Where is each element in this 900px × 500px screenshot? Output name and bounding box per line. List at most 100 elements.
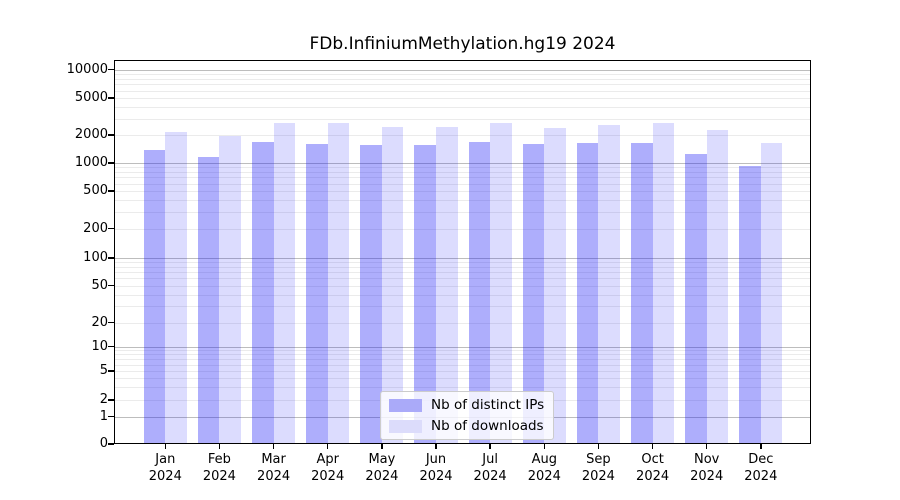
y-tick-label: 10 xyxy=(91,338,108,354)
y-tick-mark xyxy=(108,284,114,287)
y-tick-label: 0 xyxy=(99,436,108,451)
y-gridline-minor xyxy=(114,211,811,213)
x-tick-mark xyxy=(597,444,600,449)
x-tick-label: Apr 2024 xyxy=(311,452,345,484)
ticks-layer: 10000 5000 2000 1000 500 200 100 50 20 10 5 2 1 0 Jan 2… xyxy=(67,60,811,485)
y-gridline-minor xyxy=(114,118,811,120)
y-gridline-minor xyxy=(114,167,811,169)
y-gridline-minor xyxy=(114,135,811,136)
x-tick-mark xyxy=(435,444,437,449)
bar-downloads xyxy=(436,127,458,444)
y-tick-label: 10000 xyxy=(66,61,108,77)
y-gridline-major xyxy=(114,258,811,259)
y-tick-mark xyxy=(108,370,114,372)
y-gridline-minor xyxy=(114,285,811,287)
y-tick-mark xyxy=(108,162,114,164)
y-gridline-minor xyxy=(114,387,811,389)
y-gridline-minor xyxy=(114,266,811,268)
bar-distinct-ips xyxy=(143,150,166,444)
x-tick-label: Jul 2024 xyxy=(473,452,507,484)
legend-entry-downloads: Nb of downloads xyxy=(389,418,544,434)
x-tick-label: Dec 2024 xyxy=(744,452,778,484)
bar-distinct-ips xyxy=(468,142,491,444)
bar-downloads xyxy=(652,122,675,444)
y-gridline-minor xyxy=(114,73,811,75)
y-gridline-minor xyxy=(114,172,811,173)
bar-downloads xyxy=(598,125,620,444)
y-tick-mark xyxy=(108,190,114,192)
y-tick-mark xyxy=(108,415,114,418)
x-tick-label: Mar 2024 xyxy=(257,452,291,484)
x-tick-mark xyxy=(543,444,546,449)
y-gridline-minor xyxy=(114,294,811,296)
x-tick-label: Oct 2024 xyxy=(636,452,670,484)
bar-downloads xyxy=(219,135,241,444)
x-tick-mark xyxy=(651,444,654,449)
x-tick-mark xyxy=(326,444,329,449)
bar-distinct-ips xyxy=(522,144,545,444)
y-tick-mark xyxy=(108,97,114,99)
y-gridline-minor xyxy=(114,378,811,380)
legend: Nb of distinct IPs Nb of downloads xyxy=(380,391,555,440)
y-tick-label: 500 xyxy=(83,183,108,198)
x-tick-label: Jun 2024 xyxy=(419,452,453,484)
x-tick-mark xyxy=(218,444,221,449)
x-tick-mark xyxy=(164,444,167,449)
y-gridline-minor xyxy=(114,84,811,86)
y-gridline-minor xyxy=(114,90,811,92)
y-gridline-major xyxy=(114,69,811,71)
x-tick-mark xyxy=(381,444,383,449)
bar-downloads xyxy=(273,122,296,444)
x-tick-mark xyxy=(272,444,275,449)
bar-distinct-ips xyxy=(360,145,382,444)
y-gridline-minor xyxy=(114,306,811,308)
bar-distinct-ips xyxy=(306,143,328,444)
bar-distinct-ips xyxy=(414,144,436,444)
bar-downloads xyxy=(706,130,729,444)
y-gridline-minor xyxy=(114,262,811,264)
y-gridline-minor xyxy=(114,200,811,202)
bar-downloads xyxy=(165,131,187,444)
legend-label-downloads: Nb of downloads xyxy=(431,418,544,434)
y-tick-mark xyxy=(108,68,114,71)
legend-swatch-downloads xyxy=(389,419,422,433)
y-tick-mark xyxy=(108,443,114,445)
x-tick-label: Nov 2024 xyxy=(690,452,724,484)
y-tick-label: 1 xyxy=(99,408,108,424)
bars-layer xyxy=(114,60,811,444)
bar-distinct-ips xyxy=(576,143,599,444)
y-gridline-minor xyxy=(114,228,811,230)
y-tick-mark xyxy=(108,321,114,324)
y-gridline-minor xyxy=(114,350,811,352)
y-tick-mark xyxy=(108,134,114,136)
y-gridline-major xyxy=(114,163,811,164)
y-gridline-minor xyxy=(114,364,811,366)
bar-downloads xyxy=(327,122,350,444)
plot-area: 10000 5000 2000 1000 500 200 100 50 20 10 5 2 1 0 Jan 2… xyxy=(67,60,811,485)
legend-swatch-distinct-ips xyxy=(389,398,422,412)
bar-downloads xyxy=(490,122,512,444)
y-tick-label: 2 xyxy=(99,392,108,407)
bar-downloads xyxy=(381,127,404,444)
y-gridline-minor xyxy=(114,98,811,99)
y-tick-mark xyxy=(108,227,114,230)
x-tick-mark xyxy=(760,444,762,449)
y-tick-mark xyxy=(108,257,114,259)
bar-distinct-ips xyxy=(739,165,761,444)
gridlines-layer xyxy=(114,60,811,444)
y-tick-label: 1000 xyxy=(74,155,108,170)
y-tick-label: 50 xyxy=(91,277,108,293)
y-gridline-minor xyxy=(114,78,811,80)
y-tick-label: 5000 xyxy=(74,90,108,105)
bar-downloads xyxy=(760,143,783,444)
x-tick-label: Jan 2024 xyxy=(148,452,182,484)
x-tick-label: Aug 2024 xyxy=(527,452,561,484)
y-gridline-minor xyxy=(114,177,811,179)
y-gridline-major xyxy=(114,346,811,348)
x-tick-label: Sep 2024 xyxy=(581,452,615,484)
x-tick-label: May 2024 xyxy=(365,452,399,484)
y-gridline-minor xyxy=(114,278,811,280)
bar-distinct-ips xyxy=(685,154,707,444)
x-tick-mark xyxy=(489,444,491,449)
